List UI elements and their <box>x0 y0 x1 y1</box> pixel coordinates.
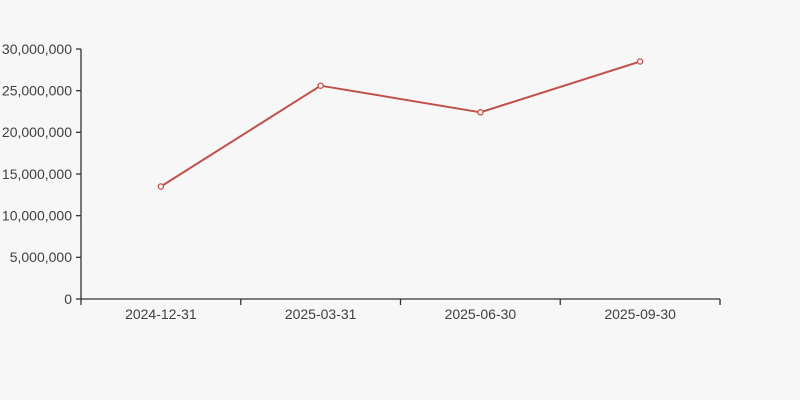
y-axis-tick-label: 5,000,000 <box>10 249 72 265</box>
y-axis-tick-label: 0 <box>64 291 72 307</box>
x-axis-tick-label: 2025-06-30 <box>445 306 517 322</box>
y-axis-tick-label: 30,000,000 <box>2 41 72 57</box>
series-line <box>159 60 642 188</box>
data-point-marker[interactable] <box>157 183 165 190</box>
data-point-marker[interactable] <box>636 58 644 65</box>
x-axis-tick-label: 2025-09-30 <box>604 306 676 322</box>
y-axis-tick-label: 25,000,000 <box>2 82 72 98</box>
x-axis-tick-label: 2025-03-31 <box>285 306 357 322</box>
y-axis-tick-label: 10,000,000 <box>2 207 72 223</box>
data-point-marker[interactable] <box>317 82 324 89</box>
data-point-marker[interactable] <box>477 109 484 116</box>
y-axis-tick-label: 15,000,000 <box>2 166 72 182</box>
x-axis-tick-label: 2024-12-31 <box>125 306 197 322</box>
y-axis-tick-label: 20,000,000 <box>2 124 72 140</box>
